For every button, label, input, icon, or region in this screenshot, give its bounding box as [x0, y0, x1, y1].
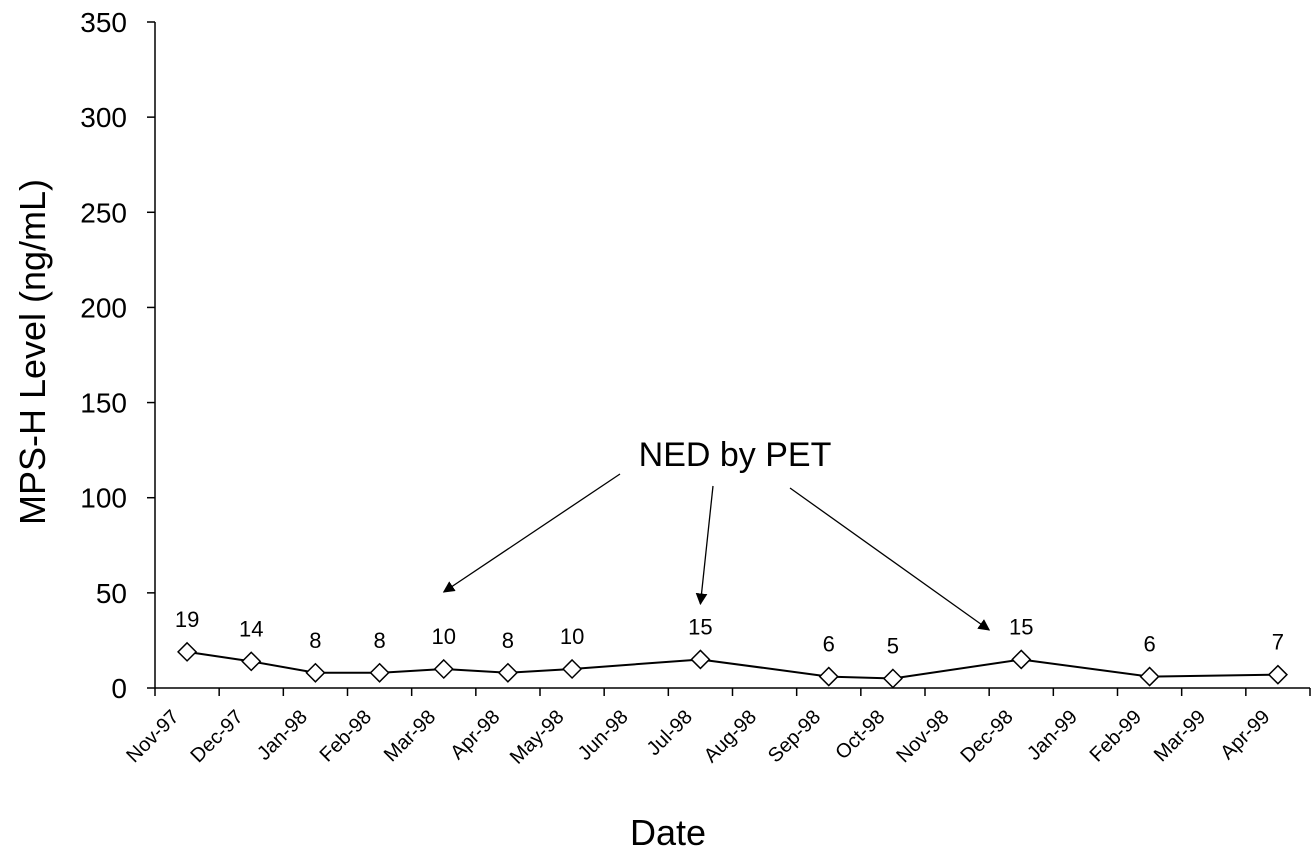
x-tick-label: Oct-98	[831, 706, 889, 764]
data-point	[1012, 650, 1030, 668]
x-tick-label: Feb-99	[1086, 706, 1146, 766]
x-tick-label: Sep-98	[764, 706, 825, 767]
x-axis-title: Date	[630, 812, 706, 852]
x-tick-label: Jun-98	[574, 706, 633, 765]
annotation: NED by PET	[444, 436, 989, 630]
data-label: 14	[239, 616, 263, 641]
x-tick-label: Dec-98	[957, 706, 1018, 767]
y-tick-label: 250	[80, 197, 127, 228]
data-point	[1269, 666, 1287, 684]
x-tick-label: Jan-99	[1023, 706, 1082, 765]
y-tick-label: 50	[96, 578, 127, 609]
data-point	[563, 660, 581, 678]
annotation-arrow	[790, 488, 989, 630]
x-tick-label: Nov-97	[122, 706, 183, 767]
x-tick-label: Aug-98	[700, 706, 761, 767]
data-label: 8	[309, 628, 321, 653]
data-point	[499, 664, 517, 682]
y-tick-label: 350	[80, 7, 127, 38]
data-point	[242, 652, 260, 670]
y-axis-title: MPS-H Level (ng/mL)	[12, 179, 53, 525]
data-point	[820, 668, 838, 686]
series-polyline	[187, 652, 1278, 679]
data-label: 15	[1009, 614, 1033, 639]
x-tick-labels: Nov-97 Dec-97 Jan-98 Feb-98 Mar-98 Apr-98 May-…	[122, 706, 1274, 769]
data-point	[306, 664, 324, 682]
y-tick-label: 0	[111, 673, 127, 704]
data-markers	[178, 643, 1287, 688]
data-label: 19	[175, 607, 199, 632]
y-tick-label: 100	[80, 483, 127, 514]
x-tick-label: Apr-99	[1216, 706, 1274, 764]
y-tick-label: 200	[80, 292, 127, 323]
x-tick-label: Jan-98	[253, 706, 312, 765]
y-tick-label: 150	[80, 388, 127, 419]
data-label: 15	[688, 614, 712, 639]
data-labels: 19 14 8 8 10 8 10 15 6 5 15 6 7	[175, 607, 1284, 659]
annotation-arrow	[700, 486, 713, 604]
y-tick-label: 300	[80, 102, 127, 133]
x-tick-label: Dec-97	[187, 706, 248, 767]
data-label: 6	[823, 632, 835, 657]
data-point	[691, 650, 709, 668]
series-line	[187, 652, 1278, 679]
x-tick-label: Mar-98	[380, 706, 440, 766]
data-label: 8	[502, 628, 514, 653]
annotation-text: NED by PET	[639, 436, 832, 474]
data-point	[178, 643, 196, 661]
x-tick-label: Apr-98	[446, 706, 504, 764]
data-label: 10	[432, 624, 456, 649]
axes	[147, 22, 1310, 696]
annotation-arrow	[444, 474, 620, 592]
data-label: 7	[1272, 630, 1284, 655]
data-point	[371, 664, 389, 682]
x-tick-label: Mar-99	[1150, 706, 1210, 766]
y-tick-labels: 0 50 100 150 200 250 300 350	[80, 7, 127, 704]
data-label: 5	[887, 633, 899, 658]
x-tick-label: Feb-98	[316, 706, 376, 766]
data-label: 6	[1143, 632, 1155, 657]
data-label: 8	[373, 628, 385, 653]
data-point	[884, 669, 902, 687]
data-point	[435, 660, 453, 678]
x-tick-label: Nov-98	[892, 706, 953, 767]
data-point	[1141, 668, 1159, 686]
data-label: 10	[560, 624, 584, 649]
x-tick-label: May-98	[506, 706, 569, 769]
x-tick-label: Jul-98	[643, 706, 697, 760]
